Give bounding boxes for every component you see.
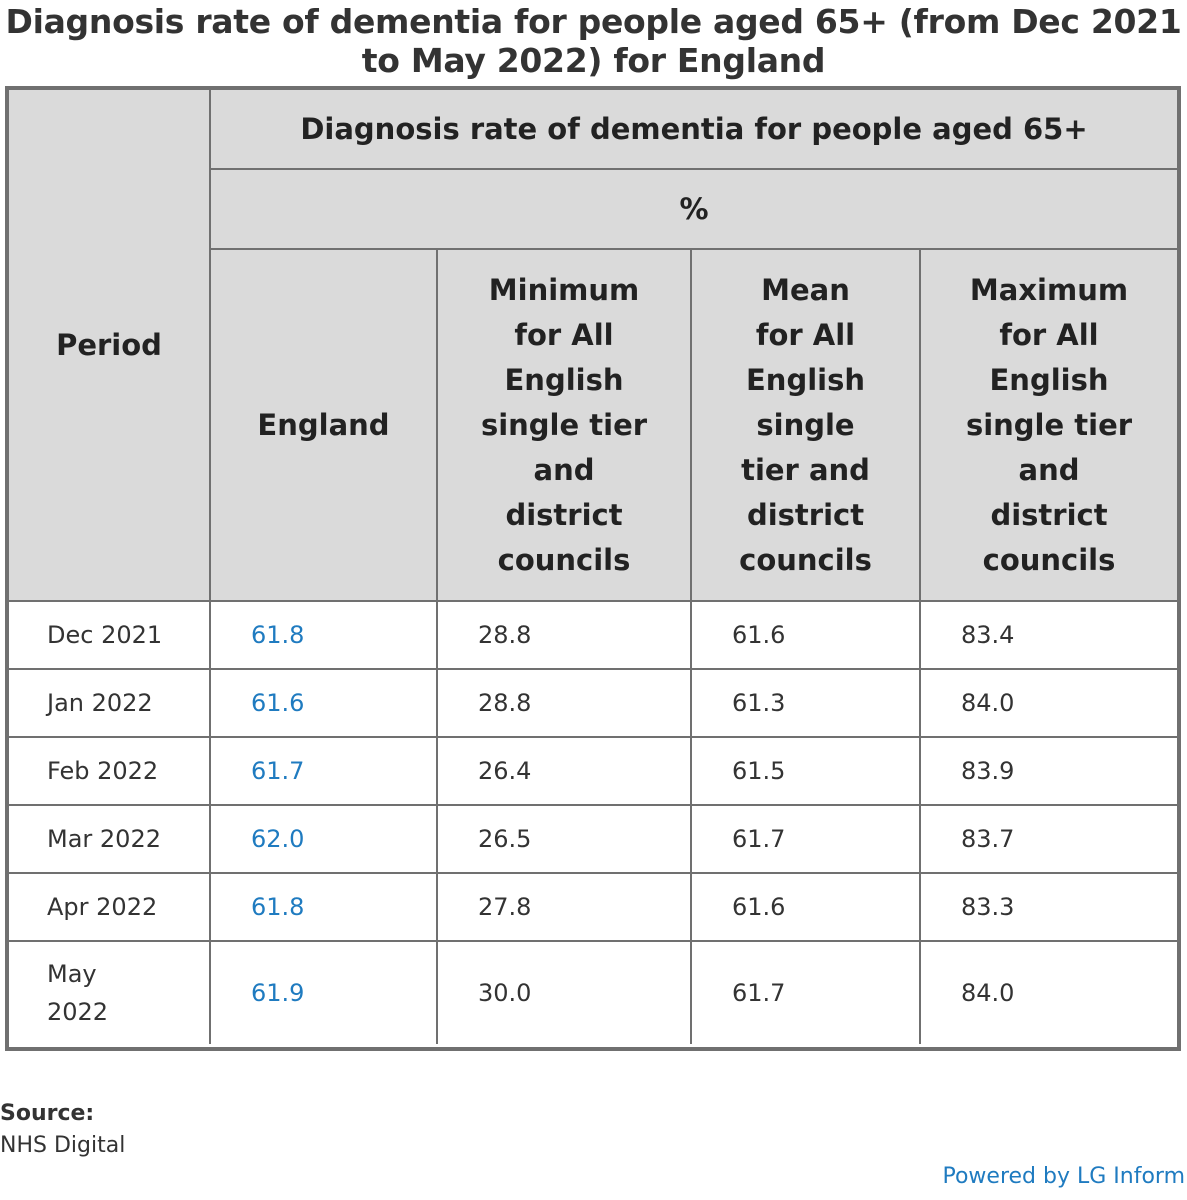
table-row: Jan 2022 61.6 28.8 61.3 84.0 [9, 668, 1177, 738]
table-row: Apr 2022 61.8 27.8 61.6 83.3 [9, 872, 1177, 942]
maximum-value: 83.4 [919, 600, 1177, 670]
minimum-value: 28.8 [436, 600, 692, 670]
period-cell: Mar 2022 [9, 804, 211, 874]
column-header-england: England [210, 248, 438, 602]
mean-value: 61.6 [690, 600, 921, 670]
period-cell: Dec 2021 [9, 600, 211, 670]
maximum-value: 84.0 [919, 940, 1177, 1044]
minimum-value: 26.5 [436, 804, 692, 874]
maximum-value: 83.9 [919, 736, 1177, 806]
column-header-mean: Mean for All English single tier and dis… [690, 248, 921, 602]
period-cell: Apr 2022 [9, 872, 211, 942]
table-row: Dec 2021 61.8 28.8 61.6 83.4 [9, 600, 1177, 670]
minimum-value: 27.8 [436, 872, 692, 942]
mean-value: 61.3 [690, 668, 921, 738]
maximum-value: 83.7 [919, 804, 1177, 874]
table-row: Mar 2022 62.0 26.5 61.7 83.7 [9, 804, 1177, 874]
england-value: 61.8 [209, 872, 438, 942]
period-cell: May 2022 [9, 940, 211, 1044]
table-row: Feb 2022 61.7 26.4 61.5 83.9 [9, 736, 1177, 806]
england-value: 62.0 [209, 804, 438, 874]
unit-header: % [210, 168, 1177, 250]
maximum-value: 84.0 [919, 668, 1177, 738]
powered-by-link[interactable]: Powered by LG Inform [942, 1164, 1185, 1189]
minimum-value: 26.4 [436, 736, 692, 806]
england-value: 61.7 [209, 736, 438, 806]
source-label: Source: [0, 1101, 95, 1126]
measure-header: Diagnosis rate of dementia for people ag… [209, 90, 1177, 170]
period-cell: Feb 2022 [9, 736, 211, 806]
page-title: Diagnosis rate of dementia for people ag… [5, 2, 1182, 80]
mean-value: 61.5 [690, 736, 921, 806]
england-value: 61.8 [209, 600, 438, 670]
mean-value: 61.7 [690, 940, 921, 1044]
column-header-maximum: Maximum for All English single tier and … [919, 248, 1177, 602]
mean-value: 61.6 [690, 872, 921, 942]
period-cell: Jan 2022 [9, 668, 211, 738]
column-header-minimum: Minimum for All English single tier and … [436, 248, 692, 602]
data-table-container: Period Diagnosis rate of dementia for pe… [5, 86, 1181, 1051]
maximum-value: 83.3 [919, 872, 1177, 942]
period-column-header: Period [9, 90, 211, 602]
minimum-value: 28.8 [436, 668, 692, 738]
england-value: 61.9 [209, 940, 438, 1044]
data-table: Period Diagnosis rate of dementia for pe… [9, 90, 1177, 1044]
source-value: NHS Digital [0, 1133, 126, 1158]
minimum-value: 30.0 [436, 940, 692, 1044]
mean-value: 61.7 [690, 804, 921, 874]
england-value: 61.6 [209, 668, 438, 738]
table-row: May 2022 61.9 30.0 61.7 84.0 [9, 940, 1177, 1044]
